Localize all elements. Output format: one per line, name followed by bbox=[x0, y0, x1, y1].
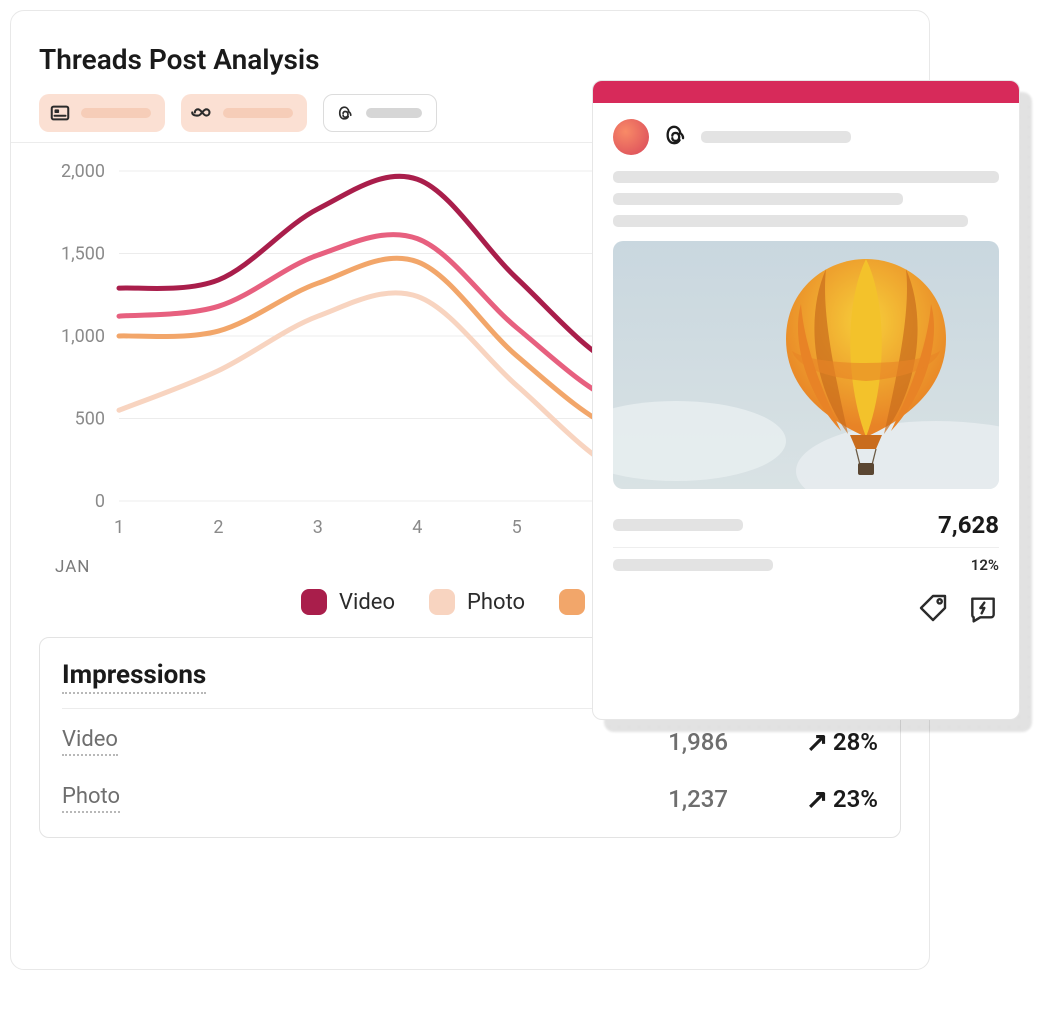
legend-label: Video bbox=[339, 590, 395, 615]
post-preview-card: 7,628 12% bbox=[592, 80, 1020, 720]
row-label: Video bbox=[62, 727, 118, 756]
post-metric-pct: 12% bbox=[971, 556, 999, 574]
text-placeholder bbox=[613, 171, 999, 183]
post-header bbox=[613, 119, 999, 155]
threads-icon bbox=[334, 102, 356, 124]
infinity-icon bbox=[191, 102, 213, 124]
post-topbar bbox=[593, 81, 1019, 103]
tag-icon[interactable] bbox=[917, 592, 949, 628]
filter-pill-2-label-placeholder bbox=[223, 108, 293, 118]
metric-label-placeholder bbox=[613, 559, 773, 571]
id-card-icon bbox=[49, 102, 71, 124]
arrow-up-right-icon: ↗ bbox=[806, 783, 828, 814]
threads-icon bbox=[661, 121, 689, 153]
post-image bbox=[613, 241, 999, 489]
legend-swatch bbox=[301, 589, 327, 615]
legend-swatch bbox=[559, 589, 585, 615]
avatar bbox=[613, 119, 649, 155]
row-label: Photo bbox=[62, 784, 120, 813]
post-metric-row: 7,628 bbox=[613, 503, 999, 547]
post-actions bbox=[613, 592, 999, 628]
legend-label: Photo bbox=[467, 590, 525, 615]
row-delta: ↗ 23% bbox=[728, 785, 878, 813]
text-placeholder bbox=[613, 193, 903, 205]
table-row: Photo 1,237 ↗ 23% bbox=[62, 770, 878, 827]
svg-text:1,500: 1,500 bbox=[61, 244, 105, 265]
svg-text:0: 0 bbox=[95, 491, 105, 512]
filter-pill-3[interactable] bbox=[323, 94, 437, 132]
svg-text:3: 3 bbox=[313, 517, 323, 538]
bolt-message-icon[interactable] bbox=[967, 592, 999, 628]
metric-label-placeholder bbox=[613, 519, 743, 531]
text-placeholder bbox=[613, 215, 968, 227]
legend-item-photo[interactable]: Photo bbox=[429, 589, 525, 615]
svg-text:4: 4 bbox=[412, 517, 422, 538]
post-metric-value: 7,628 bbox=[938, 511, 999, 539]
svg-text:2,000: 2,000 bbox=[61, 161, 105, 182]
svg-text:5: 5 bbox=[512, 517, 522, 538]
filter-pill-1-label-placeholder bbox=[81, 108, 151, 118]
post-metric-row: 12% bbox=[613, 548, 999, 582]
username-placeholder bbox=[701, 131, 851, 143]
legend-swatch bbox=[429, 589, 455, 615]
svg-text:2: 2 bbox=[213, 517, 223, 538]
filter-pill-2[interactable] bbox=[181, 94, 307, 132]
filter-pill-1[interactable] bbox=[39, 94, 165, 132]
page-title: Threads Post Analysis bbox=[39, 43, 901, 76]
impressions-label: Impressions bbox=[62, 660, 206, 694]
filter-pill-3-label-placeholder bbox=[366, 108, 422, 118]
row-value: 1,237 bbox=[548, 785, 728, 813]
svg-text:1,000: 1,000 bbox=[61, 326, 105, 347]
legend-item-video[interactable]: Video bbox=[301, 589, 395, 615]
svg-text:1: 1 bbox=[114, 517, 124, 538]
svg-text:500: 500 bbox=[75, 409, 105, 430]
